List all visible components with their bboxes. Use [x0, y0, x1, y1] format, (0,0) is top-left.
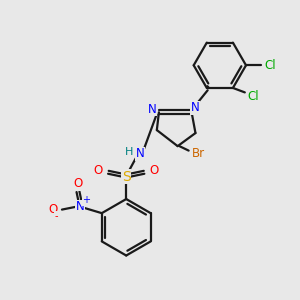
Text: O: O — [74, 177, 82, 190]
Text: +: + — [82, 195, 90, 205]
Text: Br: Br — [192, 147, 205, 160]
Text: S: S — [122, 170, 130, 184]
Text: -: - — [55, 211, 58, 221]
Text: O: O — [149, 164, 159, 177]
Text: N: N — [136, 147, 144, 161]
Text: H: H — [125, 147, 134, 158]
Text: N: N — [148, 103, 157, 116]
Text: Cl: Cl — [247, 90, 259, 104]
Text: N: N — [76, 200, 85, 213]
Text: O: O — [48, 203, 58, 216]
Text: Cl: Cl — [264, 59, 276, 72]
Text: O: O — [94, 164, 103, 177]
Text: N: N — [191, 101, 200, 114]
